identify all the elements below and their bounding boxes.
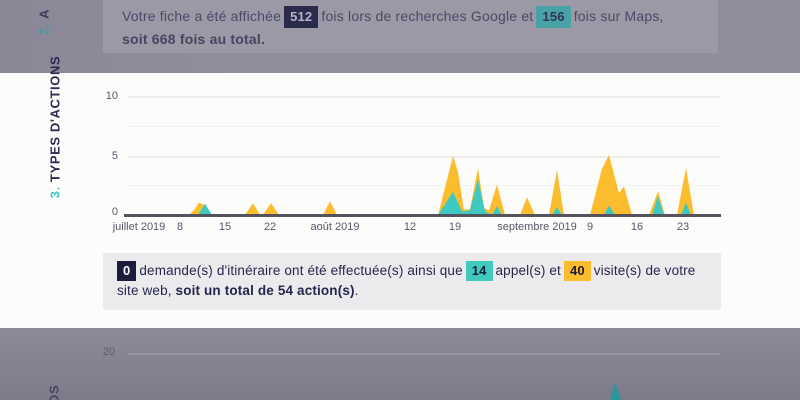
google-views-badge: 512 (284, 6, 319, 28)
x-axis-label: août 2019 (310, 221, 360, 233)
x-axis-label: septembre 2019 (497, 221, 577, 233)
views-text-mid: fois lors de recherches Google et (321, 8, 534, 24)
x-axis-label: 22 (263, 221, 277, 233)
x-axis-line (124, 214, 721, 217)
views-text: Votre fiche a été affichée (122, 8, 282, 24)
actions-text-2: appel(s) et (495, 263, 561, 278)
x-axis-label: 19 (448, 221, 462, 233)
actions-total-bold: soit un total de 54 action(s) (175, 283, 355, 298)
directions-badge: 0 (117, 261, 137, 281)
actions-text-3: visite(s) de votre (593, 263, 696, 278)
section-2-vertical-label: 2. A (37, 9, 52, 35)
views-text-end: fois sur Maps, (573, 8, 664, 24)
section-2-summary-card: Votre fiche a été affichée 512 fois lors d… (103, 0, 718, 53)
photos-y-tick-20: 20 (102, 346, 115, 358)
y-gridline-7.5 (128, 126, 720, 127)
x-axis-label: juillet 2019 (112, 221, 166, 233)
actions-summary-line-1: 0 demande(s) d'itinéraire ont été effectu… (117, 261, 721, 281)
actions-summary-line-2: site web, soit un total de 54 action(s). (117, 281, 721, 301)
actions-text-1: demande(s) d'itinéraire ont été effectué… (139, 263, 463, 278)
website-badge: 40 (563, 261, 591, 281)
actions-area-chart-canvas (128, 154, 720, 215)
y-axis-label-0: 0 (111, 206, 118, 218)
y-axis-label-5: 5 (111, 149, 118, 162)
photos-spike-shape (610, 382, 621, 400)
section-2-title-fragment: A (36, 8, 52, 19)
section-4-band-dimmed: 20 4. PHOTOS (0, 328, 800, 400)
calls-area (128, 179, 720, 215)
photos-gridline (128, 353, 720, 355)
x-axis-label: 9 (586, 221, 594, 233)
x-axis-label: 8 (176, 221, 184, 233)
maps-views-badge: 156 (536, 6, 571, 28)
section-3-vertical-label: 3. TYPES D'ACTIONS (48, 56, 63, 198)
views-summary-line-2: soit 668 fois au total. (122, 28, 718, 50)
x-axis-label: 16 (630, 221, 644, 233)
section-3-number: 3. (47, 186, 63, 199)
x-axis-label: 23 (676, 221, 690, 233)
views-summary-line-1: Votre fiche a été affichée 512 fois lors d… (122, 5, 718, 28)
actions-total-period: . (354, 283, 359, 298)
calls-badge: 14 (465, 261, 493, 281)
section-2-number: 2. (36, 23, 52, 36)
views-total-bold: soit 668 fois au total (122, 31, 261, 47)
views-total-period: . (261, 31, 266, 47)
y-gridline-5 (128, 156, 720, 158)
y-axis-label-10: 10 (105, 90, 118, 102)
section-2-band-dimmed: 2. A Votre fiche a été affichée 512 fois l… (0, 0, 800, 73)
actions-text-4: site web, (117, 283, 176, 298)
x-axis-label: 15 (218, 221, 232, 233)
photos-teal-spike (610, 382, 621, 400)
website-visits-area (128, 154, 720, 215)
y-gridline-10 (128, 96, 720, 98)
section-4-title: PHOTOS (47, 385, 62, 400)
section-4-vertical-label: 4. PHOTOS (47, 385, 62, 400)
section-3-title: TYPES D'ACTIONS (47, 55, 63, 182)
y-gridline-2.5 (128, 185, 720, 186)
x-axis-label: 12 (403, 221, 417, 233)
actions-summary-card: 0 demande(s) d'itinéraire ont été effectu… (103, 253, 721, 310)
